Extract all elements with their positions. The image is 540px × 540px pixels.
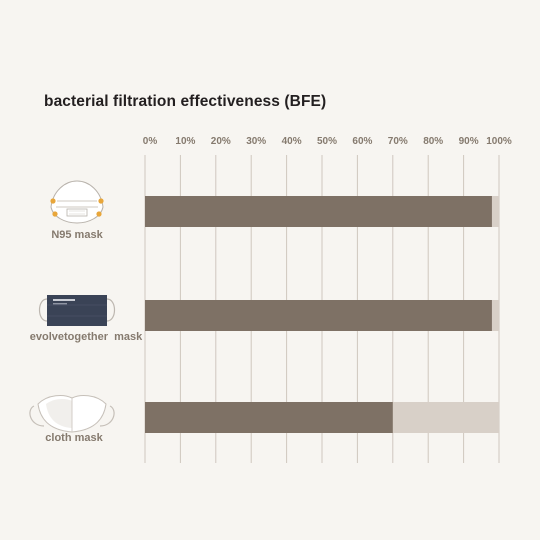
n95-mask-icon — [50, 180, 104, 224]
x-axis-ticks: 0% 10% 20% 30% 40% 50% 60% 70% 80% 90% 100% — [143, 136, 512, 147]
bars — [145, 196, 499, 433]
x-tick-label: 20% — [211, 136, 231, 147]
x-tick-label: 40% — [282, 136, 302, 147]
x-tick-label: 70% — [388, 136, 408, 147]
category-label-n95: N95 mask — [51, 229, 103, 241]
x-tick-label: 80% — [423, 136, 443, 147]
x-tick-label: 90% — [459, 136, 479, 147]
category-label-cloth: cloth mask — [45, 432, 103, 444]
chart-title: bacterial filtration effectiveness (BFE) — [44, 93, 327, 110]
bar-cloth-mask — [145, 402, 393, 433]
x-tick-label: 0% — [143, 136, 158, 147]
bar-evolvetogether-mask — [145, 300, 492, 331]
x-tick-label: 100% — [486, 136, 512, 147]
bar-n95-mask — [145, 196, 492, 227]
cloth-mask-icon — [29, 395, 115, 433]
x-tick-label: 50% — [317, 136, 337, 147]
evolvetogether-mask-icon — [38, 295, 116, 326]
x-tick-label: 30% — [246, 136, 266, 147]
category-label-evolvetogether: evolvetogether mask — [30, 331, 143, 343]
x-tick-label: 60% — [352, 136, 372, 147]
x-tick-label: 10% — [175, 136, 195, 147]
